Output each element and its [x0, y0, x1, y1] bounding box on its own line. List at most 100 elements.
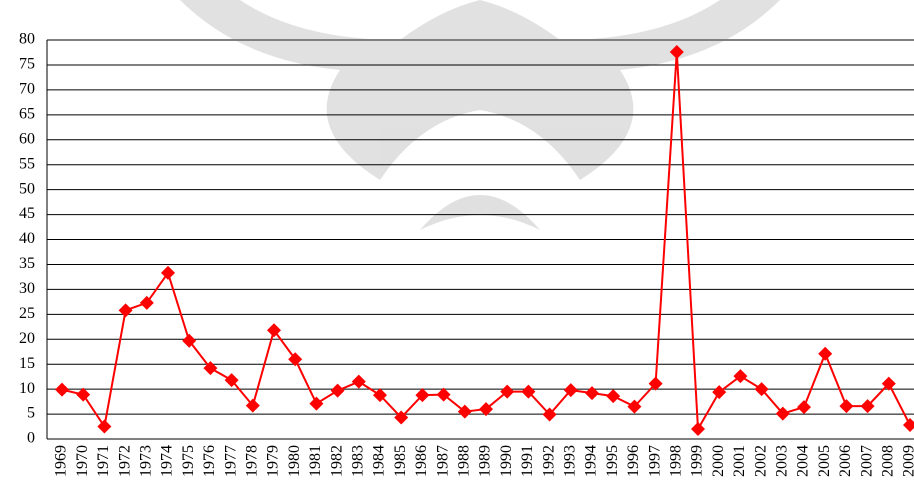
marker: [288, 352, 303, 367]
y-tick-label: 40: [19, 230, 35, 247]
x-tick-label: 1983: [349, 445, 366, 477]
marker: [457, 404, 472, 419]
marker: [860, 399, 875, 414]
y-tick-label: 65: [19, 105, 35, 122]
marker: [373, 388, 387, 403]
marker: [500, 384, 515, 399]
marker: [691, 422, 705, 437]
x-tick-label: 1981: [307, 445, 324, 477]
x-tick-label: 1977: [222, 445, 239, 477]
y-tick-label: 80: [19, 31, 35, 48]
x-tick-label: 1999: [689, 445, 706, 477]
marker: [139, 295, 154, 310]
x-tick-label: 1994: [583, 445, 600, 477]
x-tick-label: 2003: [773, 445, 790, 477]
marker: [839, 399, 854, 414]
x-tick-label: 2007: [858, 445, 875, 477]
x-tick-label: 1997: [646, 445, 663, 477]
x-tick-label: 1980: [286, 445, 303, 477]
x-tick-label: 2001: [731, 445, 748, 477]
x-tick-label: 1987: [434, 445, 451, 477]
x-tick-label: 1986: [413, 445, 430, 477]
y-tick-label: 5: [27, 405, 35, 422]
x-tick-label: 1995: [604, 445, 621, 477]
x-tick-label: 2002: [752, 445, 769, 477]
x-tick-label: 1974: [159, 445, 176, 477]
x-tick-label: 1993: [561, 445, 578, 477]
marker: [733, 369, 748, 384]
marker: [351, 374, 366, 389]
x-tick-label: 1990: [498, 445, 515, 477]
marker: [267, 323, 281, 338]
marker: [585, 386, 599, 401]
marker: [775, 406, 790, 421]
x-tick-label: 1984: [371, 445, 388, 477]
x-tick-label: 2005: [816, 445, 833, 477]
marker: [521, 384, 536, 399]
x-tick-label: 1988: [455, 445, 472, 477]
marker: [76, 387, 91, 402]
x-tick-label: 1991: [519, 445, 536, 477]
y-tick-label: 30: [19, 280, 35, 297]
marker: [669, 44, 684, 59]
x-tick-label: 1998: [667, 445, 684, 477]
x-tick-label: 1985: [392, 445, 409, 477]
marker: [797, 400, 811, 415]
x-tick-label: 2009: [901, 445, 914, 477]
marker: [245, 398, 260, 413]
marker: [881, 376, 896, 391]
marker: [182, 333, 197, 348]
marker: [903, 418, 914, 433]
x-tick-label: 1978: [243, 445, 260, 477]
x-tick-label: 1972: [116, 445, 133, 477]
marker: [818, 346, 833, 361]
x-tick-label: 2000: [710, 445, 727, 477]
marker: [97, 419, 112, 434]
x-tick-label: 1970: [74, 445, 91, 477]
y-tick-label: 25: [19, 305, 35, 322]
marker: [415, 388, 430, 403]
y-tick-label: 75: [19, 56, 35, 73]
x-tick-label: 1975: [180, 445, 197, 477]
y-tick-label: 10: [19, 380, 35, 397]
x-tick-label: 1992: [540, 445, 557, 477]
marker: [479, 402, 493, 417]
marker: [203, 361, 218, 376]
marker: [394, 410, 409, 425]
x-tick-label: 1979: [265, 445, 282, 477]
x-tick-label: 1989: [477, 445, 494, 477]
marker: [606, 389, 621, 404]
x-tick-label: 2006: [837, 445, 854, 477]
y-tick-label: 50: [19, 180, 35, 197]
y-tick-label: 60: [19, 130, 35, 147]
x-tick-label: 1973: [137, 445, 154, 477]
y-tick-label: 55: [19, 155, 35, 172]
y-tick-label: 35: [19, 255, 35, 272]
marker: [309, 396, 324, 411]
y-tick-label: 70: [19, 81, 35, 98]
x-tick-label: 2008: [879, 445, 896, 477]
y-tick-label: 15: [19, 355, 35, 372]
marker: [754, 382, 769, 397]
x-tick-label: 2004: [795, 445, 812, 477]
marker: [563, 383, 578, 398]
marker: [542, 407, 557, 422]
y-tick-label: 45: [19, 205, 35, 222]
x-tick-label: 1976: [201, 445, 218, 477]
marker: [648, 376, 663, 391]
y-tick-label: 0: [27, 430, 35, 447]
marker: [161, 265, 175, 280]
x-tick-label: 1971: [95, 445, 112, 477]
x-tick-label: 1996: [625, 445, 642, 477]
marker: [436, 387, 451, 402]
marker: [118, 303, 133, 318]
marker: [224, 373, 239, 388]
x-tick-label: 1982: [328, 445, 345, 477]
marker: [330, 383, 345, 398]
marker: [712, 385, 727, 400]
x-tick-label: 1969: [53, 445, 70, 477]
marker: [627, 399, 642, 414]
y-tick-label: 20: [19, 330, 35, 347]
